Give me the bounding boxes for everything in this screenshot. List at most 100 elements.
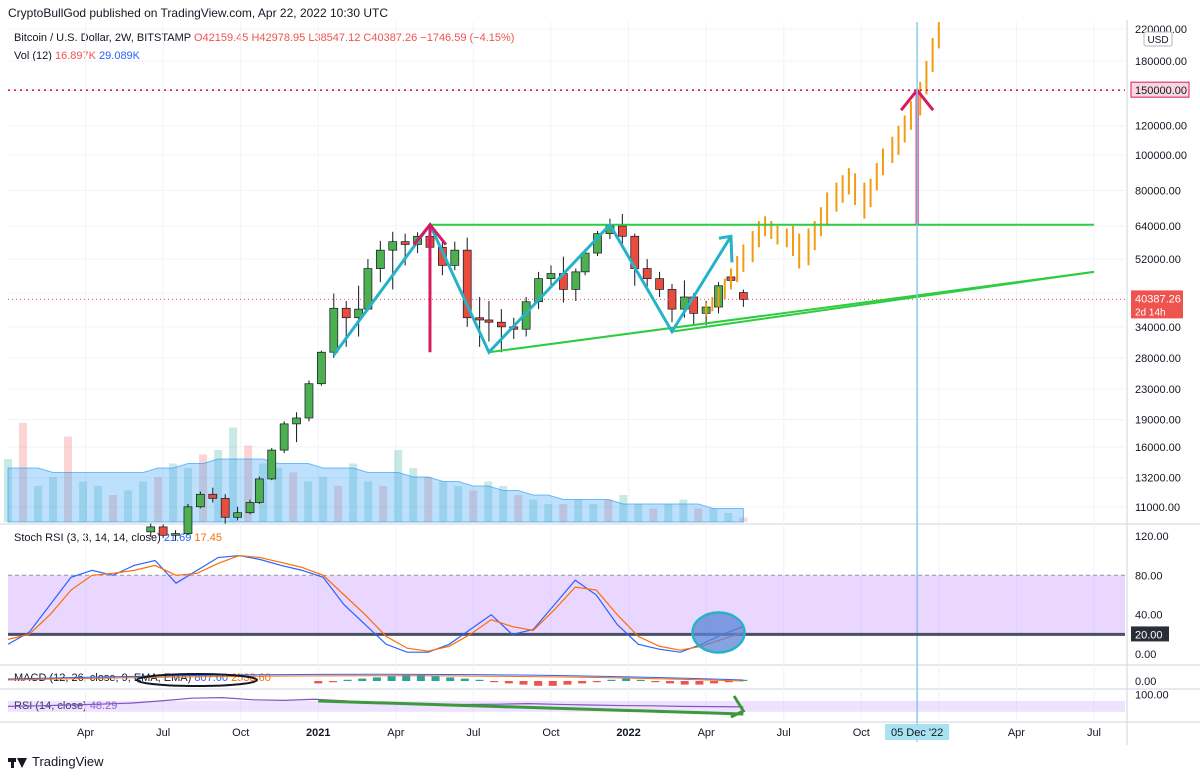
arrowhead-0: [412, 222, 448, 246]
volume-bar: [274, 468, 283, 522]
stoch-legend: Stoch RSI (3, 3, 14, 14, close) 21.69 17…: [14, 532, 222, 544]
rsi-value: 48.29: [90, 700, 118, 712]
volume-bar: [574, 499, 583, 522]
time-tick-label: Oct: [542, 727, 559, 739]
ohlc-close: C40387.26: [363, 32, 418, 44]
candle-body: [739, 292, 748, 300]
macd-highlight-oval: [136, 673, 258, 687]
time-tick-label: Oct: [853, 727, 870, 739]
volume-bar: [364, 481, 373, 522]
volume-bar: [124, 490, 133, 522]
rsi-divergence-arrowhead: [730, 695, 746, 719]
candle-body: [496, 321, 506, 328]
candle-body: [580, 252, 590, 273]
macd-histogram-bar: [431, 676, 440, 681]
price-tick-label: 52000.00: [1135, 254, 1181, 266]
stoch-tick-label: 40.00: [1135, 610, 1163, 622]
target-price-label: 150000.00: [1135, 85, 1187, 97]
volume-bar: [19, 423, 28, 522]
price-tick-label: 64000.00: [1135, 221, 1181, 233]
volume-ma-value: 29.089K: [99, 50, 141, 62]
candle-body: [400, 241, 410, 245]
volume-bar: [619, 495, 628, 522]
macd-histogram-bar: [328, 681, 337, 683]
candle-body: [196, 493, 205, 508]
volume-bar: [244, 445, 253, 522]
macd-histogram-bar: [519, 681, 528, 685]
price-tick-label: 19000.00: [1135, 415, 1181, 427]
stoch-tick-label: 80.00: [1135, 570, 1163, 582]
volume-bar: [634, 504, 643, 522]
tradingview-brand[interactable]: TradingView: [8, 754, 104, 769]
volume-bar: [109, 495, 118, 522]
time-tick-label: 2022: [616, 727, 640, 739]
candle-body: [341, 307, 351, 319]
volume-bar: [439, 481, 448, 522]
macd-line: [7, 673, 744, 681]
volume-bar: [589, 504, 598, 522]
candle-body: [233, 512, 242, 518]
price-tick-label: 16000.00: [1135, 442, 1181, 454]
currency-label: USD: [1147, 35, 1168, 46]
macd-histogram-bar: [387, 676, 396, 681]
macd-histogram-bar: [578, 681, 587, 684]
symbol-title: Bitcoin / U.S. Dollar, 2W, BITSTAMP: [14, 32, 191, 44]
ohlc-change: −1746.59 (−4.15%): [420, 32, 515, 44]
volume-bar: [514, 495, 523, 522]
macd-histogram-bar: [416, 675, 425, 681]
price-tick-label: 180000.00: [1135, 56, 1187, 68]
candle-body: [475, 317, 484, 321]
candle-body: [462, 249, 472, 319]
volume-bar: [94, 486, 103, 522]
volume-bar: [724, 513, 733, 522]
stoch-tick-label: 0.00: [1135, 649, 1156, 661]
candle-body: [146, 526, 156, 533]
macd-histogram-bar: [446, 677, 455, 681]
macd-histogram-bar: [475, 679, 484, 681]
macd-signal-line: [7, 675, 744, 682]
candle-body: [317, 351, 326, 385]
time-tick-label: 2021: [306, 727, 330, 739]
candle-body: [438, 246, 447, 266]
macd-histogram-bar: [651, 681, 660, 683]
candle-body: [220, 497, 230, 518]
rsi-divergence-line: [318, 699, 744, 716]
candle-body: [484, 319, 494, 323]
volume-bar: [334, 486, 343, 522]
macd-histogram-bar: [724, 681, 733, 683]
rsi-tick-label: 100.00: [1135, 690, 1169, 702]
ohlc-high: H42978.95: [251, 32, 306, 44]
price-tick-label: 11000.00: [1135, 502, 1180, 514]
target-price-tag: [1130, 81, 1190, 98]
stoch-label: Stoch RSI (3, 3, 14, 14, close): [14, 532, 161, 544]
candle-body: [254, 478, 264, 503]
candle-body: [304, 383, 314, 419]
candle-body: [642, 268, 652, 279]
volume-bar: [64, 436, 73, 522]
price-tick-label: 80000.00: [1135, 185, 1181, 197]
rsi-band: [8, 700, 1125, 712]
macd-histogram-bar: [343, 679, 352, 681]
stoch-k-value: 21.69: [163, 532, 192, 544]
volume-bar: [199, 454, 208, 522]
time-tick-label: Jul: [1087, 727, 1101, 739]
volume-bar: [604, 499, 613, 522]
bar-countdown-label: 2d 14h: [1135, 307, 1166, 318]
candle-body: [183, 506, 193, 534]
volume-bar: [49, 477, 58, 522]
pattern-path: [332, 221, 733, 356]
volume-bar: [184, 468, 193, 522]
volume-bar: [154, 477, 163, 522]
candle-body: [279, 423, 289, 451]
time-tick-label: Apr: [77, 727, 94, 739]
candle-body: [546, 273, 556, 279]
time-tick-label: Jul: [156, 727, 170, 739]
macd-histogram-bar: [636, 679, 645, 681]
macd-histogram-bar: [548, 681, 557, 686]
volume-label: Vol (12): [14, 50, 52, 62]
candle-body: [617, 225, 627, 237]
volume-bar: [214, 450, 223, 522]
stoch-d-line: [7, 554, 744, 652]
time-tick-label: Apr: [698, 727, 715, 739]
